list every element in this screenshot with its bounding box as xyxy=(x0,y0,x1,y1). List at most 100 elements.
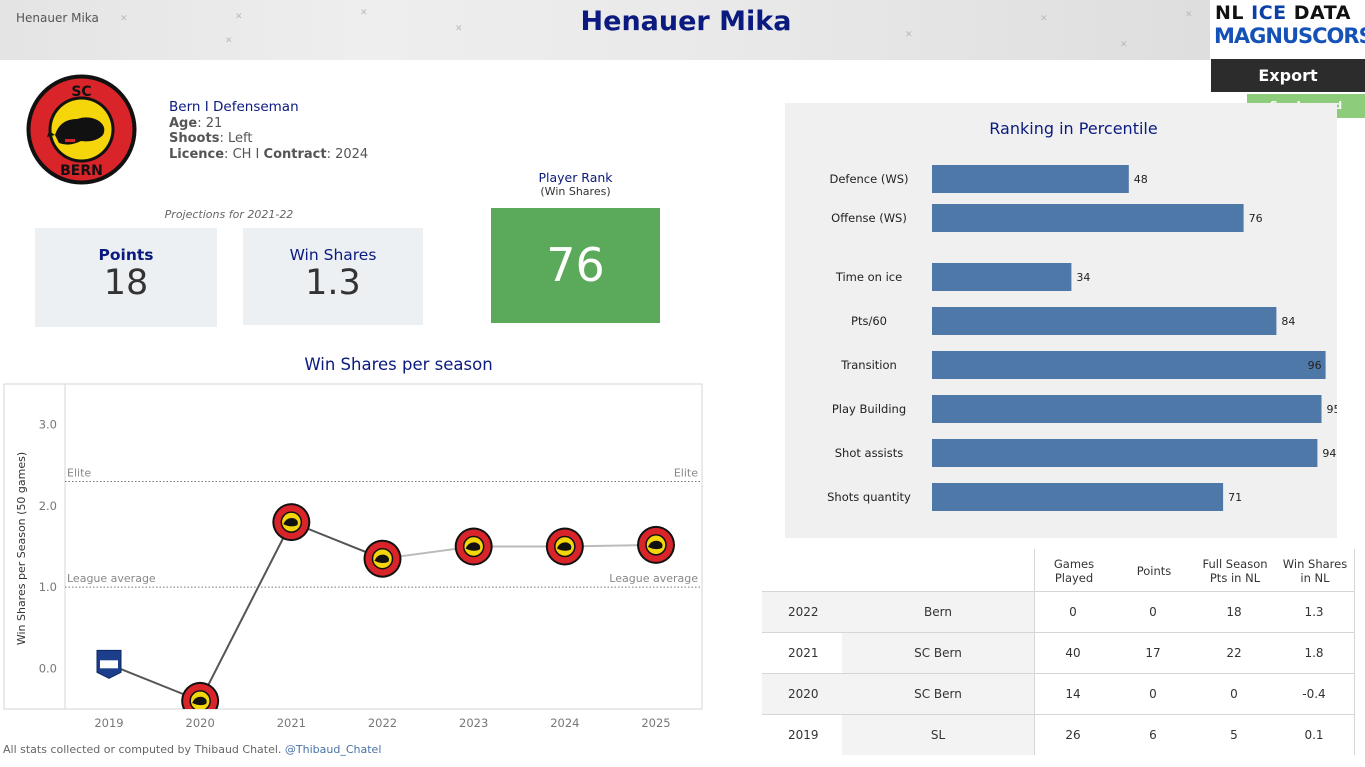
bar-category-label: Shots quantity xyxy=(827,490,911,504)
cell-ws: -0.4 xyxy=(1302,687,1326,701)
percentile-bar xyxy=(932,204,1244,232)
shoots-label: Shoots xyxy=(169,131,220,146)
y-tick-label: 2.0 xyxy=(39,499,57,513)
table-header: Games Played Points Full Season Pts in N… xyxy=(1034,549,1355,591)
bar-category-label: Play Building xyxy=(832,402,906,416)
player-rank-subtitle: (Win Shares) xyxy=(540,185,611,198)
cell-ws: 1.3 xyxy=(1304,605,1324,619)
data-point xyxy=(454,527,493,566)
cell-full: 18 xyxy=(1226,605,1242,619)
sc-bern-bear xyxy=(283,518,298,527)
header-banner: ✕ ✕ ✕ ✕ ✕ ✕ ✕ ✕ ✕ xyxy=(0,0,1210,60)
percentile-bar xyxy=(932,165,1129,193)
data-point xyxy=(363,539,402,578)
x-tick-label: 2022 xyxy=(368,716,397,730)
row-shade xyxy=(842,715,1034,755)
team-position: Bern I Defenseman xyxy=(169,99,299,115)
sc-bern-bear xyxy=(192,696,207,706)
column-divider xyxy=(1354,715,1355,755)
data-point xyxy=(637,525,675,564)
cell-full: 5 xyxy=(1230,728,1238,742)
header-full-season: Full Season Pts in NL xyxy=(1202,557,1268,585)
bar-value-label: 71 xyxy=(1228,491,1242,504)
points-card: Points 18 xyxy=(35,228,217,327)
y-tick-label: 3.0 xyxy=(39,418,57,432)
export-button[interactable]: Export xyxy=(1211,59,1365,92)
cell-year: 2021 xyxy=(788,646,819,660)
x-tick-label: 2019 xyxy=(94,716,123,730)
y-tick-label: 0.0 xyxy=(39,661,57,675)
percentile-bar xyxy=(932,439,1318,467)
x-tick-label: 2023 xyxy=(459,716,488,730)
cell-pts: 17 xyxy=(1145,646,1161,660)
table-row: 2022 Bern 0 0 18 1.3 xyxy=(762,591,1355,632)
bar-category-label: Offense (WS) xyxy=(831,211,907,225)
shoots-value: Left xyxy=(227,131,253,146)
credit-handle-link[interactable]: @Thibaud_Chatel xyxy=(284,743,382,756)
win-shares-label: Win Shares xyxy=(289,246,377,264)
header-win-shares: Win Shares in NL xyxy=(1282,557,1348,585)
cell-full: 22 xyxy=(1226,646,1242,660)
x-tick-label: 2021 xyxy=(277,716,306,730)
bar-value-label: 94 xyxy=(1322,447,1336,460)
x-tick-label: 2024 xyxy=(550,716,579,730)
percentile-bar xyxy=(932,263,1072,291)
cell-team: Bern xyxy=(924,605,952,619)
column-divider xyxy=(1354,592,1355,632)
page-title: Henauer Mika xyxy=(580,6,792,37)
percentile-bar xyxy=(932,483,1224,511)
licence-value: CH xyxy=(232,146,252,162)
cell-team: SC Bern xyxy=(914,646,962,660)
win-shares-chart: 0.0 1.0 2.0 3.0 2019 2020 2021 2022 2023 2024 2025… xyxy=(3,383,703,730)
reference-label-left: Elite xyxy=(67,467,91,480)
logo-word-ice: ICE xyxy=(1251,2,1287,24)
player-rank-value: 76 xyxy=(491,208,660,323)
reference-label-right: League average xyxy=(609,572,698,585)
header-games-played: Games Played xyxy=(1053,557,1095,585)
bar-category-label: Pts/60 xyxy=(851,314,887,328)
reference-label-right: Elite xyxy=(674,467,698,480)
row-shade xyxy=(842,633,1034,673)
percentile-chart: Defence (WS) 48 Offense (WS) 76 Time on ice 3… xyxy=(827,165,1338,511)
cell-full: 0 xyxy=(1230,687,1238,701)
logo-word-data: DATA xyxy=(1293,2,1351,24)
credit-text: All stats collected or computed by Thiba… xyxy=(3,743,282,756)
sc-bern-bear xyxy=(556,542,572,551)
column-divider xyxy=(1354,674,1355,714)
svg-text:SC: SC xyxy=(71,84,91,100)
nl-ice-data-logo: NL ICE DATA MAGNUSCORSI xyxy=(1210,0,1365,58)
contract-value: 2024 xyxy=(335,146,369,162)
bar-category-label: Transition xyxy=(840,358,897,372)
table-row: 2019 SL 26 6 5 0.1 xyxy=(762,714,1355,755)
projections-label: Projections for 2021-22 xyxy=(164,208,294,221)
sheet-name: Henauer Mika xyxy=(16,11,99,25)
cell-team: SC Bern xyxy=(914,687,962,701)
player-rank-title: Player Rank xyxy=(538,170,613,185)
ws-chart-title: Win Shares per season xyxy=(304,355,493,374)
chart-frame xyxy=(3,383,703,710)
percentile-bar xyxy=(932,351,1326,379)
logo-word-nl: NL xyxy=(1215,2,1245,24)
bar-value-label: 96 xyxy=(1308,359,1322,372)
cell-pts: 6 xyxy=(1149,728,1157,742)
cell-year: 2020 xyxy=(788,687,819,701)
column-divider xyxy=(1034,633,1035,673)
win-shares-value: 1.3 xyxy=(305,263,361,303)
header-points: Points xyxy=(1136,564,1172,578)
data-point xyxy=(96,649,122,679)
cell-ws: 0.1 xyxy=(1304,728,1324,742)
points-value: 18 xyxy=(103,263,149,303)
data-point xyxy=(545,527,584,566)
player-info: Bern I Defenseman Age: 21 Shoots: Left L… xyxy=(169,99,369,162)
bar-value-label: 95 xyxy=(1327,403,1338,416)
bar-value-label: 84 xyxy=(1281,315,1295,328)
sc-bern-bear xyxy=(465,542,481,551)
cell-year: 2022 xyxy=(788,605,819,619)
logo-word-magnuscorsi: MAGNUSCORSI xyxy=(1214,24,1365,48)
licence-label: Licence xyxy=(169,146,225,162)
table-row: 2021 SC Bern 40 17 22 1.8 xyxy=(762,632,1355,673)
cell-pts: 0 xyxy=(1149,687,1157,701)
sc-bern-bear xyxy=(374,554,389,563)
cell-gp: 26 xyxy=(1065,728,1081,742)
data-point xyxy=(272,503,311,542)
